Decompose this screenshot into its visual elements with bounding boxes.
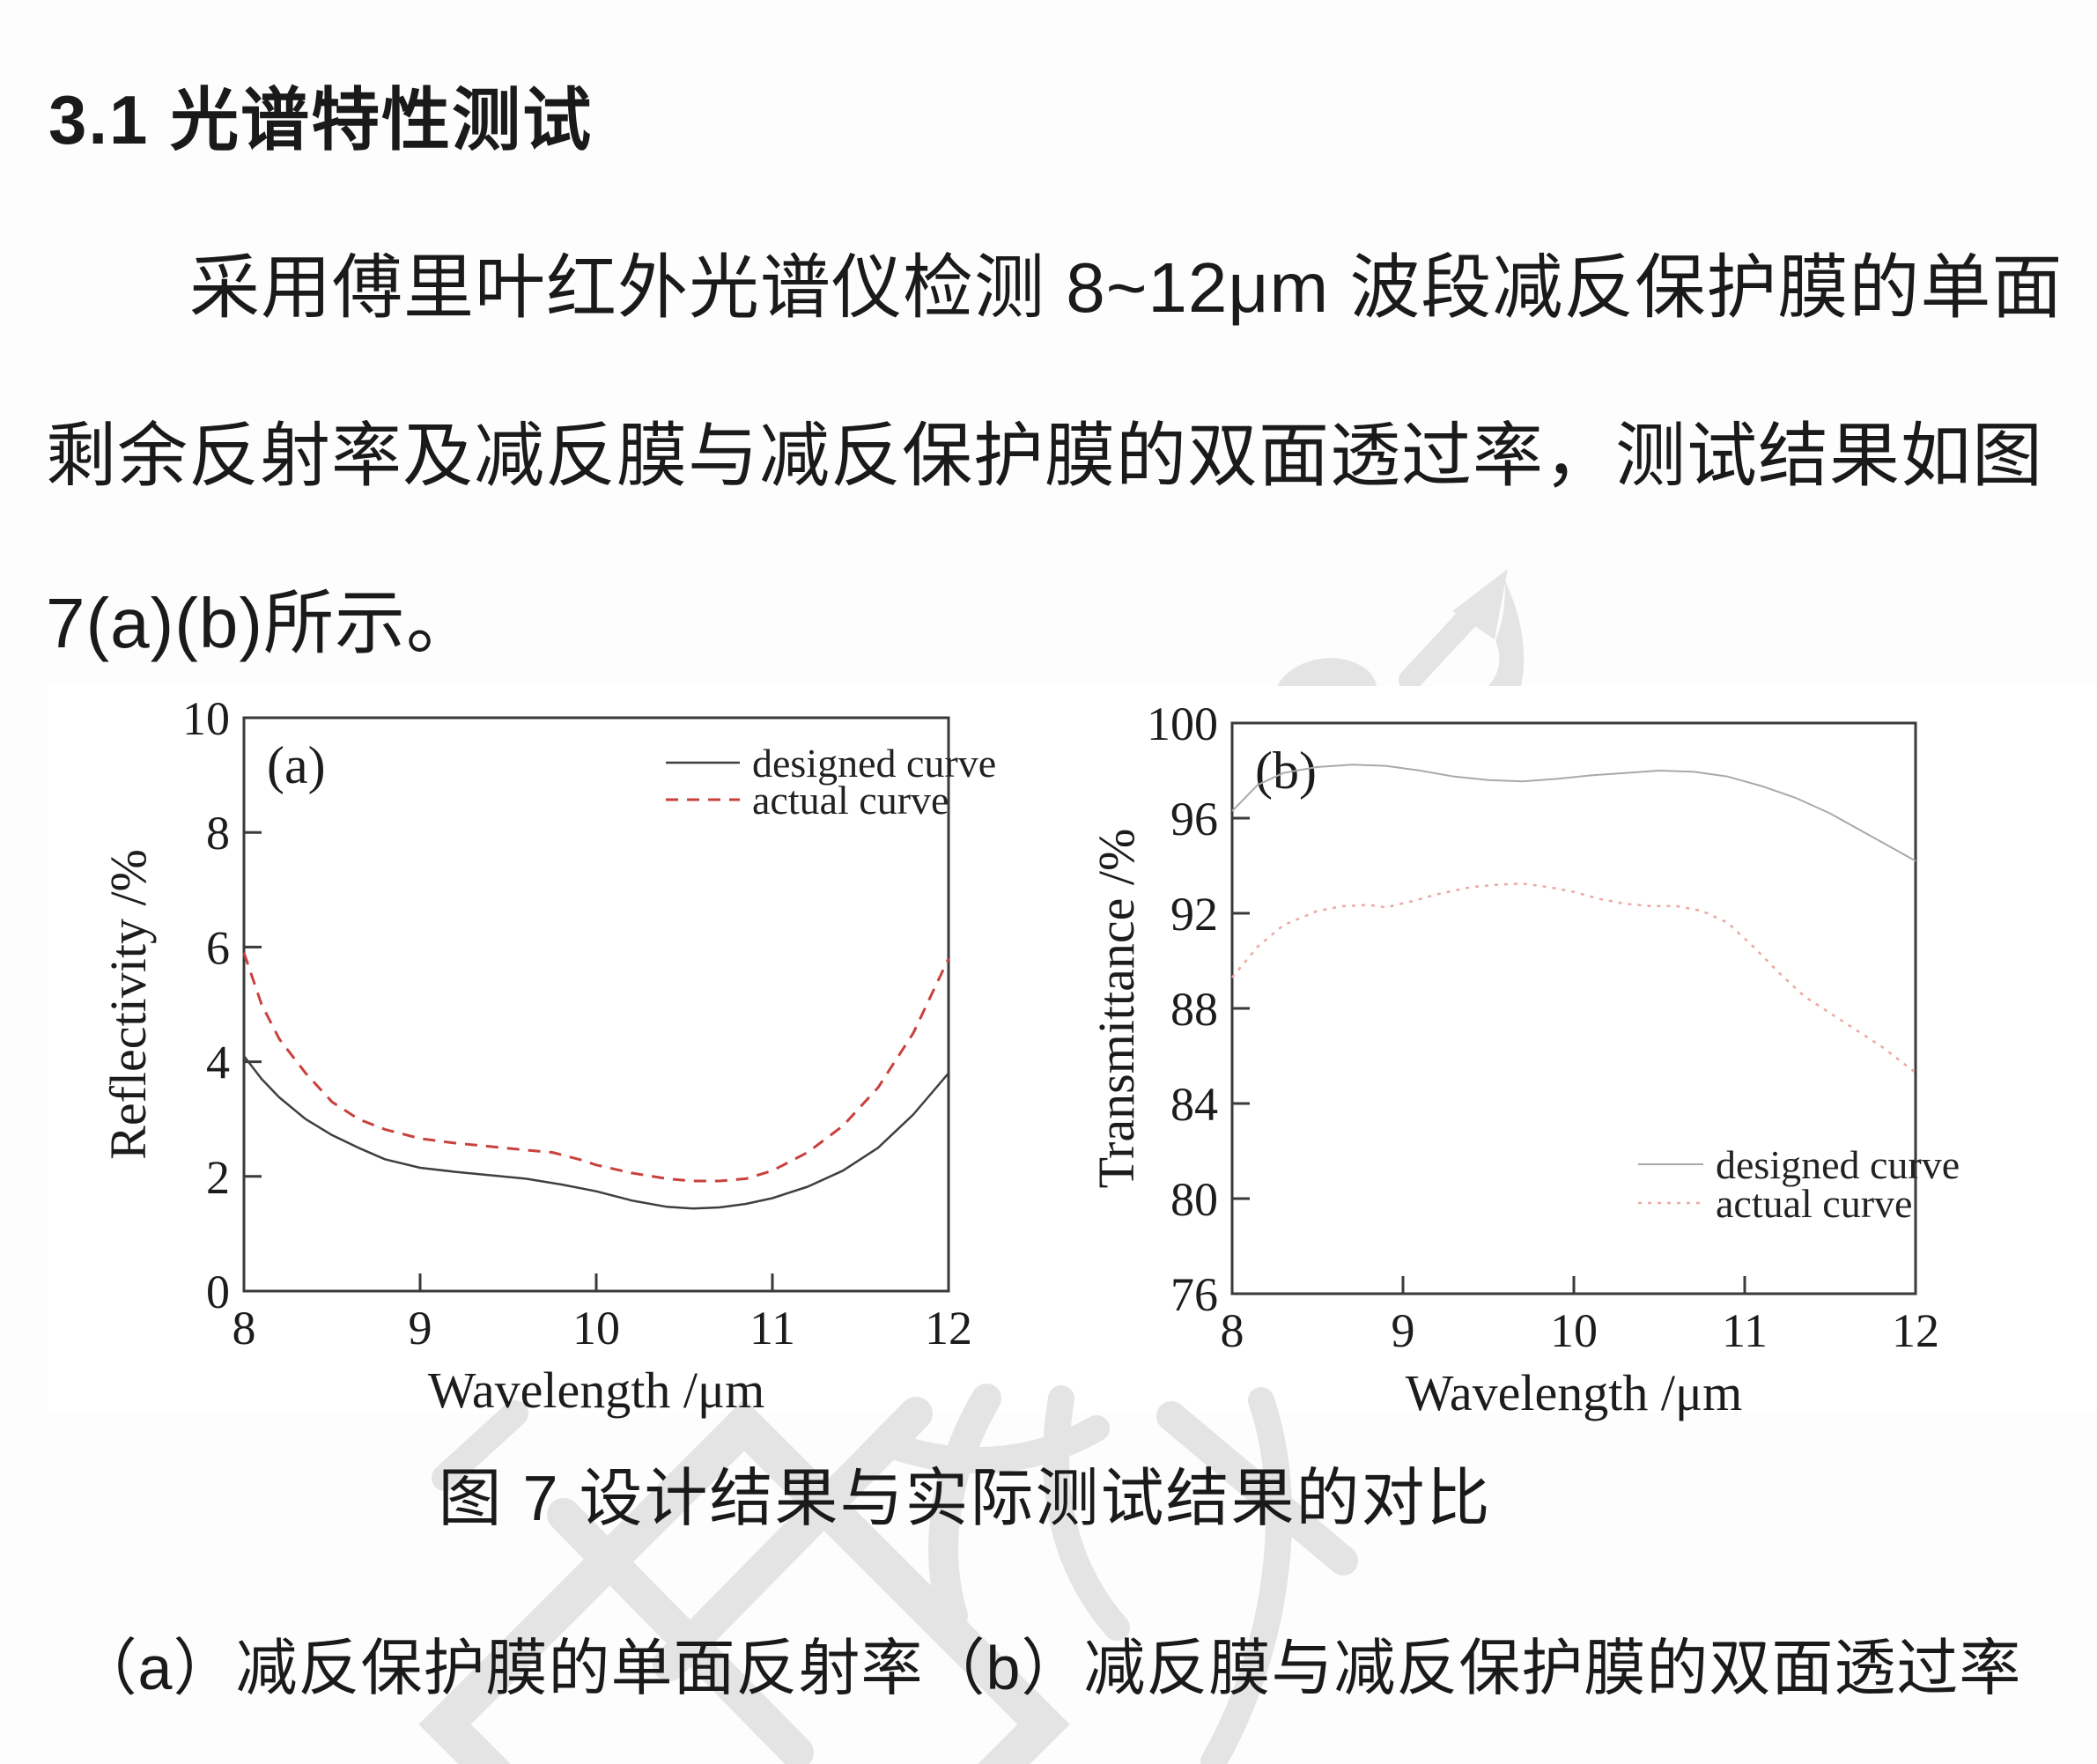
- x-axis-title: Wavelength /μm: [428, 1362, 764, 1419]
- y-tick-label: 76: [1170, 1268, 1218, 1321]
- x-tick-label: 12: [925, 1302, 972, 1354]
- panel-label: (b): [1255, 742, 1317, 800]
- legend-label: actual curve: [752, 778, 949, 823]
- plot-area: [1230, 721, 1917, 1295]
- plot-area: [242, 716, 950, 1293]
- paragraph-line-1: 采用傅里叶红外光谱仪检测 8~12μm 波段减反保护膜的单面: [189, 248, 2064, 327]
- y-tick-label: 100: [1147, 697, 1218, 750]
- x-axis-title: Wavelength /μm: [1406, 1364, 1742, 1421]
- y-tick-label: 2: [206, 1151, 230, 1204]
- x-tick-label: 10: [1550, 1304, 1598, 1357]
- x-tick-label: 12: [1892, 1304, 1939, 1357]
- figure-caption: 图 7 设计结果与实际测试结果的对比: [438, 1464, 1492, 1534]
- x-tick-label: 9: [1392, 1304, 1415, 1357]
- x-tick-label: 11: [1722, 1304, 1768, 1357]
- section-heading: 3.1 光谱特性测试: [48, 81, 594, 159]
- y-tick-label: 8: [206, 807, 230, 860]
- legend-label: actual curve: [1716, 1181, 1912, 1226]
- x-tick-label: 9: [409, 1302, 432, 1354]
- series-designed-curve: [243, 1055, 949, 1210]
- y-axis-title: Reflectivity /%: [100, 849, 157, 1160]
- y-tick-label: 4: [206, 1037, 230, 1089]
- watermark-stamp: [418, 1384, 1358, 1764]
- series-actual-curve: [242, 952, 950, 1183]
- series-designed-curve: [1231, 764, 1916, 862]
- panel-label: (a): [267, 736, 326, 794]
- y-tick-label: 92: [1170, 888, 1218, 941]
- figure-subcaption: （a）减反保护膜的单面反射率（b）减反膜与减反保护膜的双面透过率: [75, 1634, 2022, 1702]
- y-tick-label: 80: [1170, 1173, 1218, 1226]
- x-tick-label: 8: [1221, 1304, 1244, 1357]
- legend-label: designed curve: [752, 741, 996, 786]
- paragraph-line-2: 剩余反射率及减反膜与减反保护膜的双面透过率，测试结果如图: [46, 417, 2043, 495]
- x-tick-label: 8: [233, 1302, 256, 1354]
- y-tick-label: 0: [206, 1266, 230, 1318]
- chart-reflectivity: 8 9 10 11 12 0 2 4 6 8 10 Wavelength /μm Reflectivit…: [100, 692, 996, 1419]
- y-axis-title: Transmittance /%: [1088, 829, 1145, 1189]
- legend-label: designed curve: [1716, 1142, 1960, 1187]
- x-tick-label: 11: [749, 1302, 795, 1354]
- y-tick-label: 6: [206, 921, 230, 974]
- chart-transmittance: 8 9 10 11 12 76 80 84 88 92 96 100 Wavelength /μm Tra…: [1088, 697, 1960, 1421]
- y-tick-label: 88: [1170, 983, 1218, 1036]
- y-tick-label: 84: [1170, 1078, 1218, 1131]
- y-tick-label: 10: [182, 692, 230, 745]
- x-tick-label: 10: [572, 1302, 620, 1354]
- series-actual-curve: [1231, 882, 1916, 1074]
- watermark-arrow: [1277, 569, 1525, 691]
- paragraph-line-3: 7(a)(b)所示。: [46, 584, 478, 662]
- y-tick-label: 96: [1170, 793, 1218, 845]
